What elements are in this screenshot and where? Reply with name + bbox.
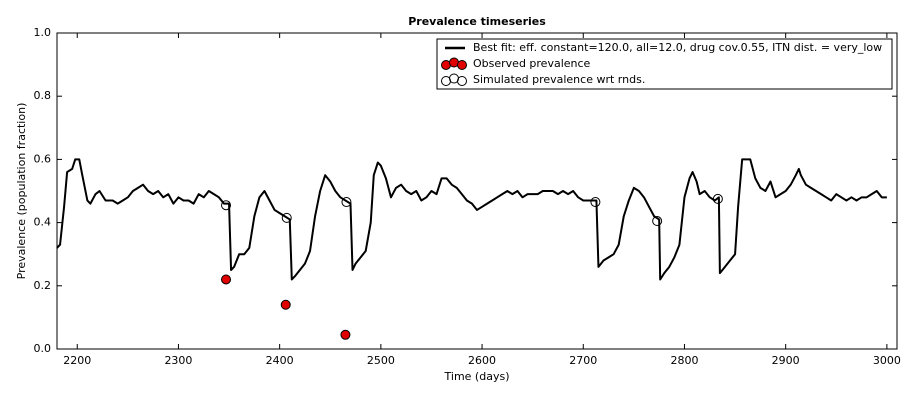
legend-box	[436, 38, 893, 90]
data-point	[280, 299, 291, 310]
data-point	[712, 193, 723, 204]
data-point	[341, 197, 352, 208]
data-point	[221, 200, 232, 211]
x-tick-label: 2500	[367, 354, 395, 367]
x-tick-label: 3000	[873, 354, 901, 367]
legend-label: Best fit: eff. constant=120.0, all=12.0,…	[473, 41, 882, 54]
y-tick-label: 0.6	[34, 152, 52, 165]
x-tick-label: 2800	[670, 354, 698, 367]
y-tick-label: 0.8	[34, 89, 52, 102]
x-axis-label: Time (days)	[444, 370, 510, 383]
x-tick-label: 2700	[569, 354, 597, 367]
data-point	[221, 274, 232, 285]
prevalence-line	[56, 158, 887, 281]
plot-frame	[56, 32, 898, 350]
x-tick-label: 2900	[772, 354, 800, 367]
data-point	[590, 197, 601, 208]
y-tick-label: 0.4	[34, 216, 52, 229]
data-point	[281, 212, 292, 223]
x-tick-label: 2600	[468, 354, 496, 367]
legend-marker	[457, 60, 467, 70]
x-tick-label: 2200	[63, 354, 91, 367]
legend-marker	[457, 76, 467, 86]
y-tick-label: 1.0	[34, 26, 52, 39]
chart-title: Prevalence timeseries	[408, 15, 546, 28]
x-tick-label: 2300	[164, 354, 192, 367]
data-point	[340, 329, 351, 340]
y-tick-label: 0.0	[34, 342, 52, 355]
x-tick-label: 2400	[266, 354, 294, 367]
y-axis-label: Prevalence (population fraction)	[15, 103, 28, 280]
data-point	[652, 216, 663, 227]
y-tick-label: 0.2	[34, 279, 52, 292]
legend-label: Simulated prevalence wrt rnds.	[473, 73, 645, 86]
legend-label: Observed prevalence	[473, 57, 591, 70]
